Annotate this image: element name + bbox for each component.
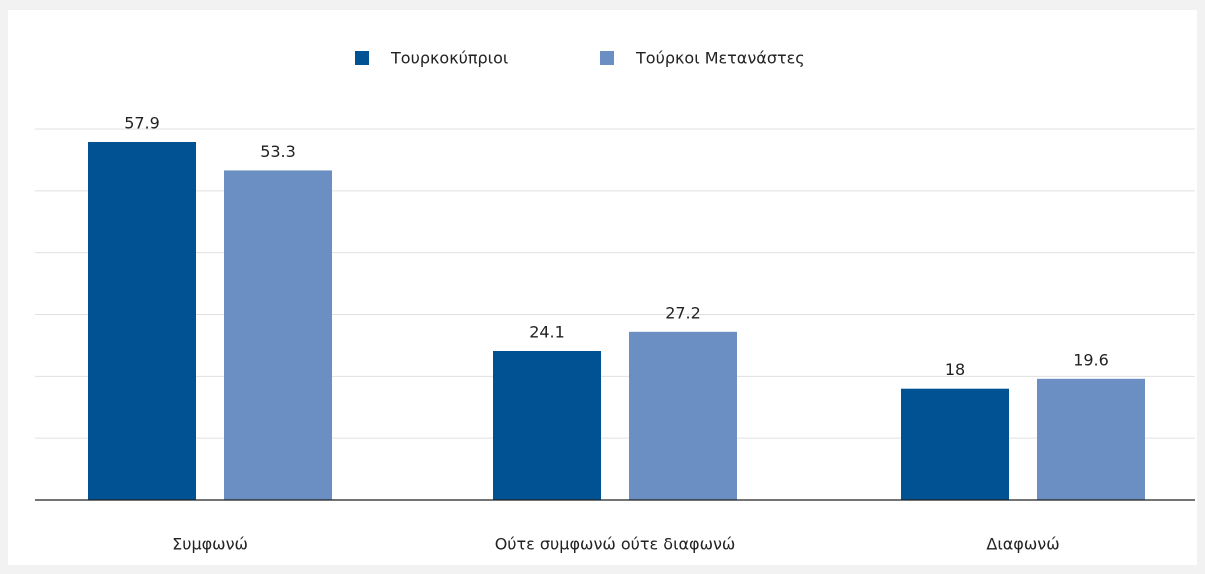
- bar: [224, 170, 332, 500]
- value-label: 53.3: [260, 142, 296, 161]
- legend-label: Τούρκοι Μετανάστες: [635, 49, 805, 68]
- bar: [88, 141, 196, 501]
- value-label: 27.2: [665, 303, 701, 322]
- bar: [1037, 378, 1145, 500]
- legend-swatch: [355, 51, 369, 65]
- bar: [493, 350, 601, 500]
- legend-swatch: [600, 51, 614, 65]
- x-tick-label: Διαφωνώ: [986, 535, 1059, 554]
- x-tick-label: Ούτε συμφωνώ ούτε διαφωνώ: [495, 535, 736, 554]
- value-label: 18: [945, 360, 965, 379]
- legend-label: Τουρκοκύπριοι: [390, 49, 508, 68]
- bar: [629, 331, 737, 500]
- x-tick-label: Συμφωνώ: [172, 535, 248, 554]
- value-label: 19.6: [1073, 350, 1109, 369]
- value-label: 57.9: [124, 113, 160, 132]
- bar: [901, 388, 1009, 500]
- value-label: 24.1: [529, 322, 565, 341]
